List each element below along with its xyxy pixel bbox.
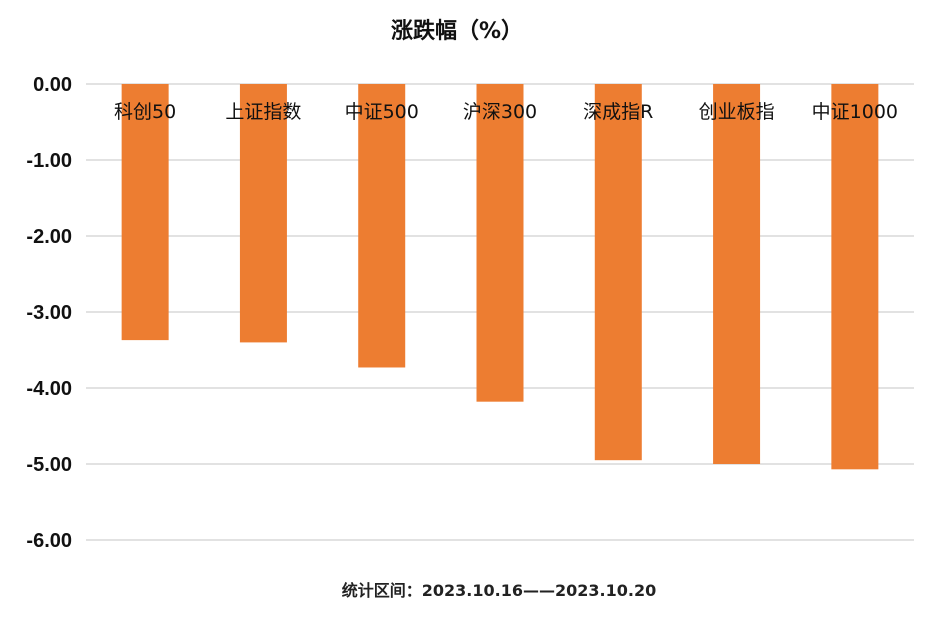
y-tick-label: -2.00 — [26, 226, 72, 248]
bar — [476, 84, 524, 402]
chart-title: 涨跌幅（%） — [391, 19, 523, 44]
category-label: 深成指R — [583, 101, 653, 123]
y-tick-label: 0.00 — [33, 74, 72, 96]
date-range-footnote: 统计区间：2023.10.16——2023.10.20 — [342, 581, 656, 600]
category-label: 沪深300 — [463, 101, 537, 123]
bars — [121, 84, 879, 470]
category-label: 上证指数 — [225, 101, 301, 123]
bar — [831, 84, 879, 470]
bar — [239, 84, 287, 343]
y-tick-label: -4.00 — [26, 378, 72, 400]
bar — [358, 84, 406, 368]
bar — [121, 84, 169, 341]
bar — [594, 84, 642, 461]
y-tick-label: -5.00 — [26, 454, 72, 476]
category-label: 中证500 — [345, 101, 419, 123]
y-tick-label: -1.00 — [26, 150, 72, 172]
category-label: 中证1000 — [812, 101, 898, 123]
category-labels: 科创50 上证指数 中证500 沪深300 深成指R 创业板指 中证1000 — [114, 101, 898, 123]
category-label: 创业板指 — [699, 101, 775, 123]
category-label: 科创50 — [114, 101, 176, 123]
bar — [713, 84, 761, 464]
y-tick-label: -3.00 — [26, 302, 72, 324]
y-tick-label: -6.00 — [26, 530, 72, 552]
y-axis-tick-labels: 0.00 -1.00 -2.00 -3.00 -4.00 -5.00 -6.00 — [26, 74, 72, 552]
